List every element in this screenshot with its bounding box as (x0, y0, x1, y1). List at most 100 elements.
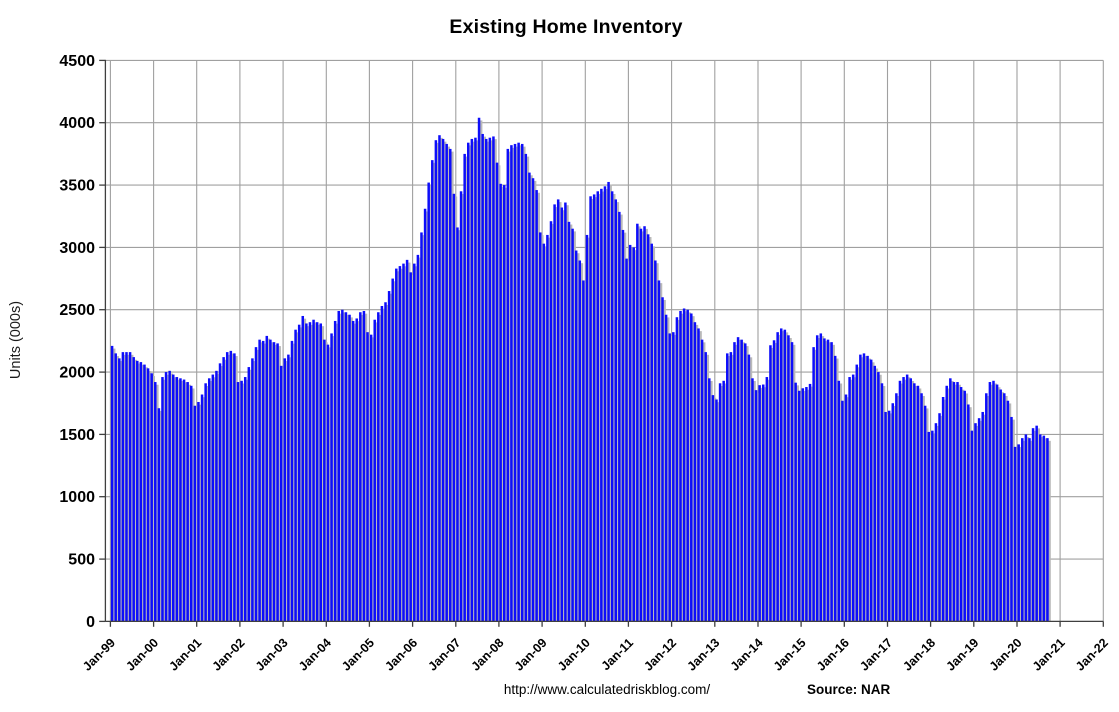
inventory-bar (661, 297, 664, 622)
inventory-bar (744, 343, 747, 622)
bar-shadow (458, 230, 461, 622)
bar-shadow (461, 194, 465, 622)
inventory-bar (690, 313, 693, 622)
inventory-bar (211, 374, 215, 622)
bar-shadow (267, 338, 271, 622)
inventory-bar (484, 138, 488, 622)
bar-shadow (127, 354, 130, 622)
bar-shadow (774, 342, 778, 622)
bar-shadow (994, 383, 997, 622)
x-tick-label: Jan-11 (599, 636, 636, 673)
bar-shadow (533, 180, 537, 622)
y-tick-label: 2000 (59, 365, 95, 382)
bar-shadow (616, 202, 620, 622)
inventory-bar (977, 418, 981, 622)
bar-shadow (357, 321, 361, 622)
x-tick-label: Jan-06 (382, 636, 420, 674)
y-tick-label: 1000 (59, 489, 95, 506)
bar-shadow (422, 235, 425, 622)
x-tick-label: Jan-03 (253, 636, 291, 674)
inventory-bar (967, 404, 970, 622)
inventory-bar (136, 360, 139, 622)
bar-shadow (364, 313, 368, 622)
bar-shadow (587, 237, 591, 622)
chart-title: Existing Home Inventory (449, 16, 683, 38)
y-tick-label: 0 (86, 614, 95, 631)
inventory-bar (600, 188, 603, 622)
bar-shadow (181, 381, 184, 622)
inventory-bar (610, 191, 614, 622)
bar-shadow (134, 359, 138, 622)
inventory-bar (736, 337, 740, 622)
bar-shadow (861, 357, 864, 622)
inventory-bar (589, 196, 592, 622)
bar-shadow (314, 322, 317, 622)
inventory-bar (718, 383, 722, 622)
bar-shadow (407, 262, 411, 622)
inventory-bar (143, 364, 146, 622)
inventory-bar (204, 383, 207, 622)
bar-shadow (890, 413, 893, 622)
inventory-bar (851, 374, 855, 622)
inventory-bar (887, 410, 891, 622)
bar-shadow (918, 388, 922, 622)
bar-shadow (353, 323, 357, 622)
inventory-bar (517, 142, 520, 622)
inventory-bar (449, 148, 452, 622)
bar-shadows-layer (112, 120, 1051, 622)
inventory-bar (542, 243, 546, 622)
bar-shadow (706, 354, 710, 622)
bar-shadow (605, 189, 609, 622)
inventory-bar (175, 377, 179, 622)
bar-shadow (321, 326, 325, 622)
inventory-bar (618, 211, 621, 622)
inventory-bar (243, 377, 247, 622)
inventory-bar (236, 382, 240, 622)
y-tick-label: 4500 (59, 53, 95, 70)
bar-shadow (598, 194, 602, 622)
bar-shadow (508, 151, 512, 622)
bars-layer (110, 117, 1049, 622)
inventory-bar (481, 133, 484, 622)
bar-shadow (897, 395, 900, 622)
inventory-bar (995, 384, 999, 622)
x-tick-label: Jan-19 (944, 636, 982, 674)
inventory-bar (254, 347, 258, 622)
bar-shadow (591, 198, 594, 622)
inventory-bar (805, 387, 808, 622)
inventory-bar (819, 333, 823, 622)
bar-shadow (393, 281, 397, 622)
inventory-bar (1039, 434, 1042, 622)
bar-shadow (260, 342, 263, 622)
inventory-bar (931, 430, 934, 622)
inventory-bar (269, 339, 272, 622)
bar-shadow (972, 433, 976, 622)
bar-shadow (836, 358, 839, 622)
inventory-bar (366, 332, 369, 622)
inventory-bar (628, 244, 632, 622)
bar-shadow (310, 324, 314, 622)
inventory-bar (556, 199, 560, 622)
bar-shadow (940, 415, 943, 622)
bar-shadow (551, 223, 555, 622)
inventory-bar (373, 319, 376, 622)
bar-shadow (228, 354, 231, 622)
bar-shadow (1026, 437, 1030, 622)
inventory-bar (758, 385, 761, 622)
inventory-bar (682, 308, 686, 622)
bar-shadow (911, 381, 915, 622)
x-tick-label: Jan-08 (469, 636, 507, 674)
bar-shadow (825, 341, 828, 622)
inventory-bar (312, 319, 315, 622)
inventory-bar (974, 423, 977, 622)
inventory-bar (722, 380, 725, 622)
inventory-bar (877, 372, 880, 622)
inventory-bar (301, 315, 305, 622)
bar-shadow (192, 388, 195, 622)
inventory-bar (470, 138, 474, 622)
inventory-bar (431, 160, 434, 622)
bar-shadow (210, 381, 213, 622)
inventory-bar (646, 234, 650, 622)
bar-shadow (807, 389, 810, 622)
